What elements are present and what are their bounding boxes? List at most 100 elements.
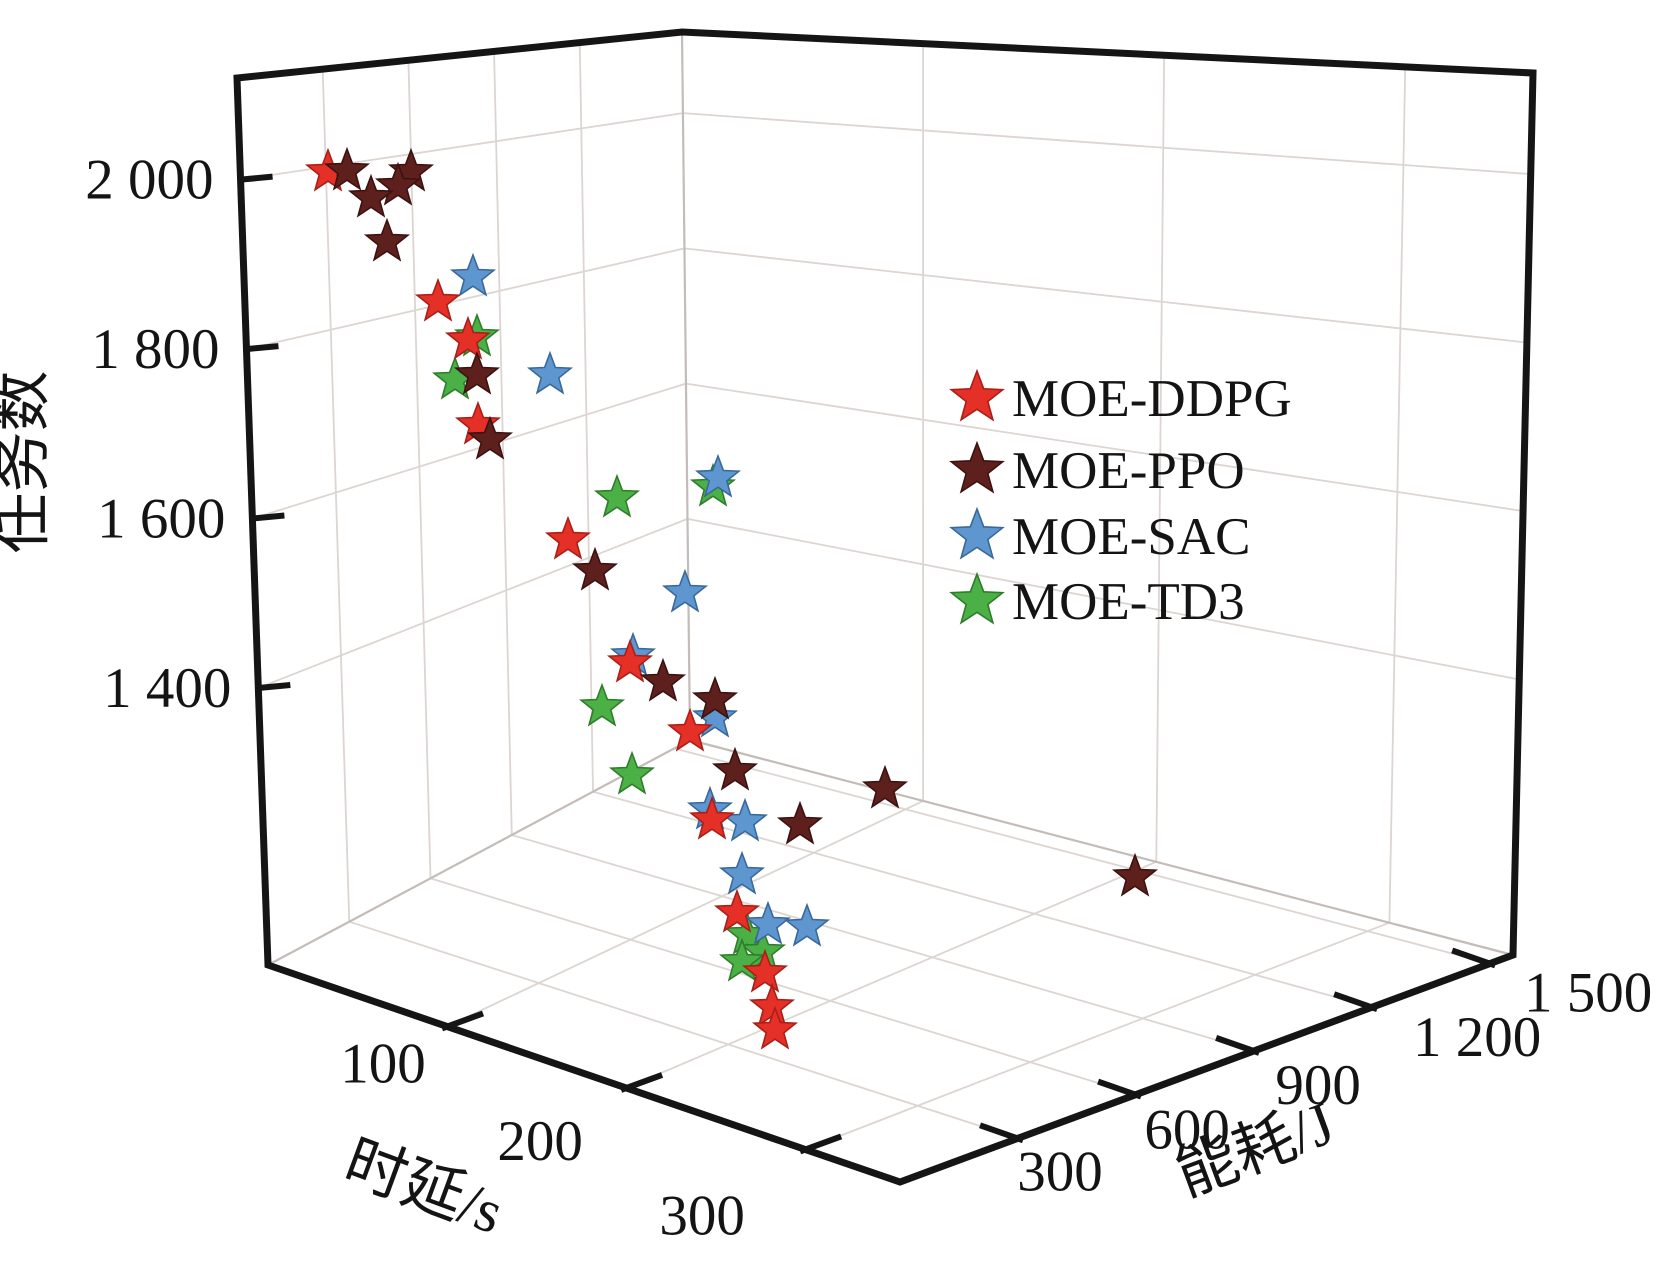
y-axis-tick-label: 1 200 bbox=[1413, 1006, 1541, 1069]
data-point-star bbox=[608, 750, 656, 795]
floor-grid-delay bbox=[625, 860, 1157, 1089]
right-wall-vertical bbox=[1155, 55, 1166, 862]
legend-label: MOE-PPO bbox=[1012, 442, 1245, 500]
x-axis-tick bbox=[441, 1010, 485, 1032]
floor-grid-energy bbox=[511, 834, 1255, 1052]
data-point-star bbox=[861, 764, 909, 809]
data-point-star bbox=[691, 693, 739, 738]
x-axis-tick bbox=[620, 1072, 664, 1093]
floor-grid-energy bbox=[674, 747, 1491, 965]
data-point-star bbox=[606, 638, 654, 683]
z-axis-tick bbox=[240, 173, 273, 183]
z-axis-tick-label: 1 800 bbox=[91, 318, 219, 381]
y-axis-tick bbox=[1215, 1035, 1261, 1056]
left-wall-vertical bbox=[578, 42, 594, 792]
y-axis-tick-label: 300 bbox=[1017, 1140, 1103, 1203]
floor-grid-delay bbox=[446, 800, 924, 1028]
legend: MOE-DDPG MOE-PPO MOE-SAC MOE-TD3 bbox=[949, 368, 1292, 631]
floor-grid-energy bbox=[430, 877, 1137, 1096]
data-point-star bbox=[453, 350, 501, 395]
data-points bbox=[304, 146, 1159, 1050]
z-axis-tick-label: 1 400 bbox=[103, 657, 231, 720]
y-axis-tick bbox=[1333, 991, 1379, 1012]
data-point-star bbox=[661, 568, 709, 613]
x-axis-tick bbox=[799, 1133, 843, 1155]
left-wall-horizontal bbox=[257, 518, 688, 689]
y-axis-tick bbox=[979, 1122, 1025, 1144]
data-point-star bbox=[751, 1005, 799, 1050]
right-wall-horizontal bbox=[685, 382, 1524, 512]
data-point-star bbox=[666, 707, 714, 752]
legend-star-icon bbox=[949, 506, 1005, 560]
data-point-star bbox=[526, 350, 574, 395]
data-point-star bbox=[578, 682, 626, 727]
series-MOE-DDPG bbox=[304, 147, 799, 1050]
left-wall-vertical bbox=[493, 51, 513, 836]
data-point-star bbox=[444, 315, 492, 360]
data-point-star bbox=[414, 277, 462, 322]
data-point-star bbox=[449, 252, 497, 297]
data-point-star bbox=[694, 453, 742, 498]
data-point-star bbox=[593, 473, 641, 518]
z-axis-tick-label: 1 600 bbox=[97, 488, 225, 551]
y-axis-tick bbox=[1097, 1078, 1143, 1100]
floor-back-edge bbox=[689, 738, 1514, 957]
data-point-star bbox=[776, 800, 824, 845]
x-axis-tick-label: 100 bbox=[340, 1032, 426, 1095]
data-point-star bbox=[718, 937, 766, 982]
left-wall-vertical bbox=[321, 69, 351, 922]
z-axis-tick-label: 2 000 bbox=[85, 149, 213, 212]
x-axis-title: 时延/s bbox=[336, 1128, 512, 1247]
data-point-star bbox=[544, 515, 592, 560]
left-wall-horizontal bbox=[246, 247, 685, 350]
data-point-star bbox=[744, 900, 792, 945]
data-point-star bbox=[718, 850, 766, 895]
floor-grid-energy bbox=[348, 920, 1019, 1140]
right-wall-vertical bbox=[1388, 66, 1407, 923]
data-point-star bbox=[711, 746, 759, 791]
data-point-star bbox=[691, 675, 739, 720]
data-point-star bbox=[323, 146, 371, 191]
y-axis-tick-label: 1 500 bbox=[1524, 961, 1652, 1024]
data-point-star bbox=[713, 888, 761, 933]
data-point-star bbox=[571, 546, 619, 591]
data-point-star bbox=[374, 161, 422, 206]
data-point-star bbox=[639, 657, 687, 702]
y-axis-tick bbox=[1451, 947, 1497, 969]
legend-star-icon bbox=[949, 571, 1005, 625]
floor-grid-delay bbox=[804, 921, 1390, 1151]
data-point-star bbox=[783, 902, 831, 947]
legend-star-icon bbox=[949, 368, 1005, 422]
y-axis-tick-label: 600 bbox=[1144, 1099, 1230, 1162]
y-axis-tick-label: 900 bbox=[1275, 1054, 1361, 1117]
data-point-star bbox=[1111, 852, 1159, 897]
data-point-star bbox=[741, 948, 789, 993]
data-point-star bbox=[688, 795, 736, 840]
z-axis-tick bbox=[258, 681, 291, 691]
legend-label: MOE-TD3 bbox=[1012, 573, 1245, 631]
z-axis-tick bbox=[246, 343, 279, 353]
left-wall-vertical bbox=[407, 60, 432, 879]
right-wall-horizontal bbox=[687, 517, 1520, 681]
left-wall-horizontal bbox=[240, 112, 684, 181]
ticks-and-labels: 1 400 1 600 1 800 2 000 100 200 300 300 600 900 1 … bbox=[85, 149, 1652, 1248]
floor-left-edge bbox=[267, 739, 691, 966]
data-point-star bbox=[466, 415, 514, 460]
data-point-star bbox=[347, 173, 395, 218]
series-MOE-PPO bbox=[323, 146, 1159, 897]
left-wall-horizontal bbox=[252, 382, 687, 520]
legend-label: MOE-DDPG bbox=[1012, 370, 1292, 428]
legend-label: MOE-SAC bbox=[1012, 508, 1251, 566]
back-corner-edge bbox=[680, 31, 692, 741]
z-axis-title: 任务数 bbox=[0, 370, 56, 553]
x-axis-tick-label: 300 bbox=[659, 1184, 745, 1247]
x-axis-tick-label: 200 bbox=[497, 1110, 583, 1173]
right-wall-horizontal bbox=[682, 112, 1531, 175]
data-point-star bbox=[363, 217, 411, 262]
right-wall-horizontal bbox=[684, 247, 1527, 344]
legend-star-icon bbox=[949, 440, 1005, 494]
series-MOE-TD3 bbox=[431, 312, 787, 982]
z-axis-tick bbox=[252, 512, 285, 522]
